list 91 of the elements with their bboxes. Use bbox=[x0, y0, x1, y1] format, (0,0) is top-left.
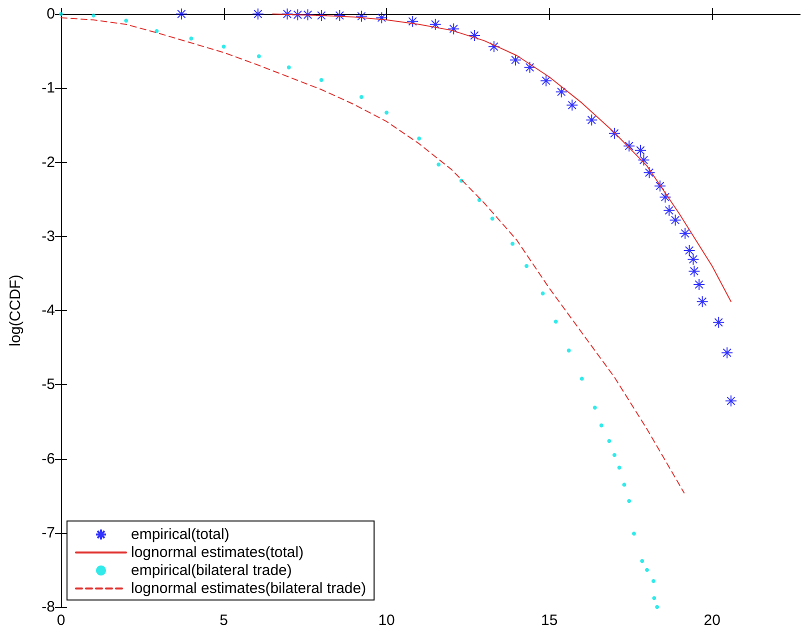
legend-label: lognormal estimates(bilateral trade) bbox=[131, 580, 366, 597]
point bbox=[281, 8, 294, 20]
point bbox=[607, 438, 612, 443]
x-tick-label: 15 bbox=[540, 612, 558, 629]
y-tick-label: -1 bbox=[42, 80, 55, 97]
point bbox=[617, 466, 622, 470]
point bbox=[319, 78, 324, 82]
point bbox=[627, 499, 632, 503]
point bbox=[222, 44, 226, 49]
point bbox=[580, 376, 584, 381]
point bbox=[566, 99, 578, 112]
point bbox=[540, 291, 545, 296]
point bbox=[524, 61, 536, 74]
point bbox=[659, 191, 672, 204]
point bbox=[509, 54, 522, 66]
point bbox=[622, 482, 626, 487]
point bbox=[355, 10, 368, 22]
point bbox=[256, 54, 261, 58]
point bbox=[59, 12, 63, 16]
legend-label: empirical(total) bbox=[131, 526, 230, 543]
point bbox=[359, 95, 364, 100]
y-tick-label: 0 bbox=[46, 6, 55, 22]
point bbox=[490, 216, 494, 221]
point bbox=[712, 316, 725, 328]
x-tick-label: 10 bbox=[378, 612, 395, 629]
point bbox=[406, 15, 419, 28]
y-tick-label: -5 bbox=[42, 376, 55, 394]
point bbox=[510, 242, 515, 246]
legend-label: empirical(bilateral trade) bbox=[131, 562, 292, 579]
point bbox=[693, 278, 706, 291]
point bbox=[623, 140, 636, 152]
x-tick-label: 20 bbox=[704, 612, 720, 629]
point bbox=[724, 394, 737, 407]
x-tick-label: 5 bbox=[220, 612, 228, 629]
point bbox=[696, 296, 708, 308]
point bbox=[292, 8, 304, 21]
point bbox=[189, 36, 194, 40]
point bbox=[384, 110, 389, 115]
y-tick-label: -6 bbox=[42, 450, 55, 468]
point bbox=[663, 204, 676, 216]
point bbox=[655, 605, 660, 609]
y-tick-label: -4 bbox=[42, 302, 55, 319]
point bbox=[634, 144, 646, 156]
point bbox=[566, 348, 571, 353]
point bbox=[252, 8, 264, 20]
point bbox=[555, 86, 568, 98]
point bbox=[592, 406, 597, 410]
point bbox=[654, 180, 666, 192]
point bbox=[448, 22, 460, 35]
point bbox=[124, 18, 128, 23]
point bbox=[286, 65, 291, 70]
point bbox=[334, 9, 346, 22]
line-series bbox=[60, 17, 685, 494]
point bbox=[554, 320, 558, 324]
point bbox=[468, 29, 480, 42]
point bbox=[640, 559, 644, 564]
point bbox=[638, 154, 650, 166]
point bbox=[92, 13, 96, 18]
line-series bbox=[272, 14, 732, 302]
point bbox=[688, 265, 700, 278]
point bbox=[376, 12, 388, 24]
y-tick-label: -8 bbox=[42, 598, 55, 616]
point bbox=[652, 596, 656, 600]
point bbox=[644, 568, 649, 572]
y-tick-label: -7 bbox=[42, 524, 55, 542]
point bbox=[652, 579, 656, 584]
point bbox=[612, 453, 616, 458]
point bbox=[721, 346, 734, 359]
point bbox=[683, 244, 696, 256]
y-axis-title: log(CCDF) bbox=[7, 274, 24, 346]
y-tick-label: -2 bbox=[42, 154, 55, 171]
point bbox=[643, 166, 656, 179]
point bbox=[632, 532, 636, 536]
point bbox=[586, 114, 598, 126]
x-tick-label: 0 bbox=[56, 612, 66, 629]
point bbox=[679, 227, 692, 240]
point bbox=[436, 162, 441, 166]
point bbox=[417, 136, 422, 141]
point bbox=[175, 8, 188, 20]
legend-label: lognormal estimates(total) bbox=[131, 544, 304, 561]
point bbox=[540, 74, 552, 87]
point bbox=[524, 264, 529, 268]
point bbox=[488, 40, 500, 53]
point bbox=[429, 18, 442, 30]
point bbox=[315, 9, 328, 22]
point bbox=[608, 127, 620, 140]
point bbox=[302, 8, 314, 21]
y-tick-label: -3 bbox=[42, 228, 55, 245]
point bbox=[599, 423, 604, 428]
point bbox=[669, 214, 682, 226]
point bbox=[687, 253, 700, 266]
